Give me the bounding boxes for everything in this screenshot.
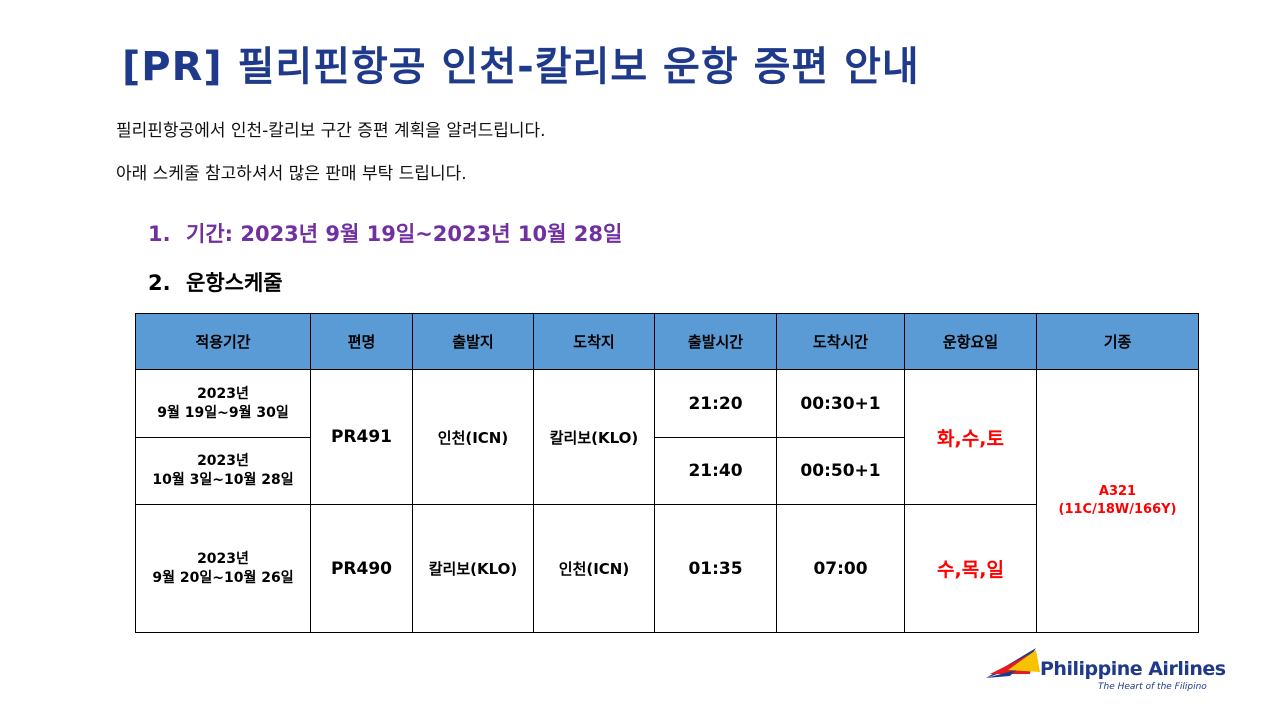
departure-time-cell: 21:20 <box>654 369 777 438</box>
header-aircraft: 기종 <box>1036 313 1199 370</box>
aircraft-type: A321 <box>1098 484 1137 499</box>
logo-tagline: The Heart of the Filipino <box>1098 682 1207 692</box>
flight-number-cell: PR491 <box>310 369 413 505</box>
aircraft-cell: A321 (11C/18W/166Y) <box>1036 369 1199 633</box>
philippine-airlines-logo: Philippine Airlines The Heart of the Fil… <box>986 644 1226 696</box>
header-origin: 출발지 <box>412 313 534 370</box>
destination-cell: 칼리보(KLO) <box>533 369 655 505</box>
header-arrival-time: 도착시간 <box>776 313 905 370</box>
table-row: 2023년 9월 19일~9월 30일 PR491 인천(ICN) 칼리보(KL… <box>135 369 1199 633</box>
origin-cell: 칼리보(KLO) <box>412 504 534 633</box>
period-year: 2023년 <box>197 385 249 402</box>
header-period: 적용기간 <box>135 313 311 370</box>
table-row: 2023년 10월 3일~10월 28일 21:40 00:50+1 <box>135 437 1199 505</box>
header-destination: 도착지 <box>533 313 655 370</box>
airline-sun-emblem-icon <box>986 648 1040 678</box>
header-flight: 편명 <box>310 313 413 370</box>
section-number: 2. <box>148 271 171 295</box>
aircraft-config: (11C/18W/166Y) <box>1058 502 1177 517</box>
departure-time-cell: 01:35 <box>654 504 777 633</box>
operating-days-cell: 수,목,일 <box>904 504 1037 633</box>
period-year: 2023년 <box>197 550 249 567</box>
page-title: [PR] 필리핀항공 인천-칼리보 운항 증편 안내 <box>122 44 920 90</box>
destination-cell: 인천(ICN) <box>533 504 655 633</box>
section-schedule: 2. 운항스케줄 <box>148 267 283 297</box>
period-range: 9월 20일~10월 26일 <box>152 569 294 586</box>
origin-cell: 인천(ICN) <box>412 369 534 505</box>
section-period-text: 기간: 2023년 9월 19일~2023년 10월 28일 <box>186 222 623 246</box>
period-range: 9월 19일~9월 30일 <box>157 404 289 421</box>
section-schedule-text: 운항스케줄 <box>186 271 283 295</box>
table-row: 2023년 9월 20일~10월 26일 PR490 칼리보(KLO) 인천(I… <box>135 504 1199 633</box>
logo-name: Philippine Airlines <box>1040 658 1226 680</box>
intro-line-1: 필리핀항공에서 인천-칼리보 구간 증편 계획을 알려드립니다. <box>116 121 546 141</box>
period-cell: 2023년 10월 3일~10월 28일 <box>135 437 311 505</box>
period-cell: 2023년 9월 19일~9월 30일 <box>135 369 311 438</box>
operating-days-cell: 화,수,토 <box>904 369 1037 505</box>
table-header-row: 적용기간 편명 출발지 도착지 출발시간 도착시간 운항요일 기종 <box>135 313 1199 370</box>
section-period: 1. 기간: 2023년 9월 19일~2023년 10월 28일 <box>148 218 622 248</box>
period-cell: 2023년 9월 20일~10월 26일 <box>135 504 311 633</box>
arrival-time-cell: 00:30+1 <box>776 369 905 438</box>
schedule-table: 적용기간 편명 출발지 도착지 출발시간 도착시간 운항요일 기종 2023년 … <box>135 313 1199 633</box>
flight-number-cell: PR490 <box>310 504 413 633</box>
header-operating-days: 운항요일 <box>904 313 1037 370</box>
departure-time-cell: 21:40 <box>654 437 777 505</box>
period-year: 2023년 <box>197 453 249 469</box>
arrival-time-cell: 00:50+1 <box>776 437 905 505</box>
arrival-time-cell: 07:00 <box>776 504 905 633</box>
section-number: 1. <box>148 222 171 246</box>
period-range: 10월 3일~10월 28일 <box>152 472 294 488</box>
header-departure-time: 출발시간 <box>654 313 777 370</box>
intro-line-2: 아래 스케줄 참고하셔서 많은 판매 부탁 드립니다. <box>116 164 467 184</box>
